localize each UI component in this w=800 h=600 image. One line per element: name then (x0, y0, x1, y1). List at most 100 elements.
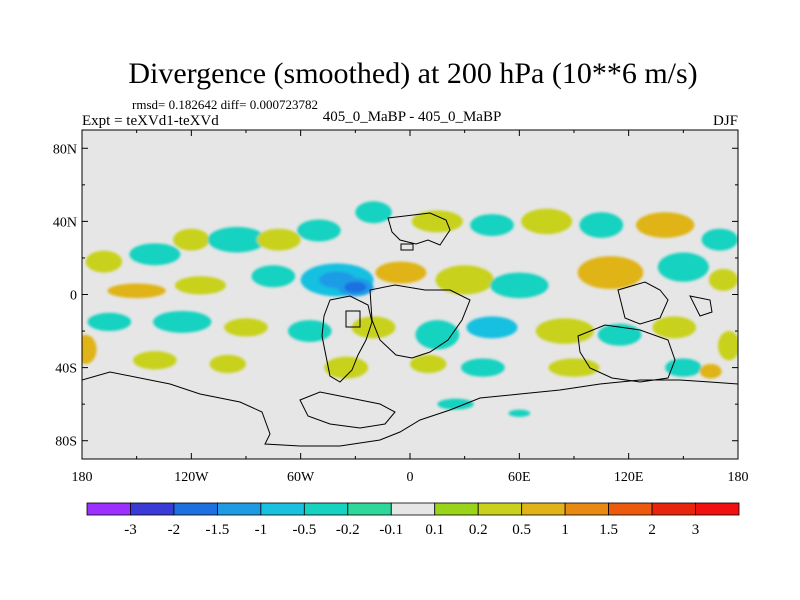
anomaly-blob-4 (256, 228, 301, 251)
anomaly-blob-41 (548, 358, 600, 377)
colorbar-label-13: 3 (692, 522, 700, 538)
colorbar-label-12: 2 (648, 522, 656, 538)
anomaly-blob-44 (437, 398, 474, 410)
colorbar-label-11: 1.5 (599, 522, 618, 538)
anomaly-blob-19 (435, 265, 494, 295)
coastline-pacific-islands (689, 295, 713, 317)
anomaly-core-43 (705, 367, 717, 375)
colorbar-label-4: -0.5 (292, 522, 316, 538)
anomaly-blob-0 (85, 250, 123, 273)
y-tick-label-4: 80S (55, 435, 77, 450)
experiment-label: Expt = teXVd1-teXVd (82, 113, 219, 129)
y-tick-label-3: 40S (55, 362, 77, 377)
anomaly-blob-42 (665, 358, 702, 377)
colorbar-box-7 (390, 502, 436, 516)
anomaly-blob-37 (209, 354, 246, 374)
colorbar-label-10: 1 (561, 522, 569, 538)
anomaly-blob-32 (597, 323, 642, 346)
x-axis: 180 120W 60W 0 60E 120E 180 (72, 130, 749, 485)
anomaly-blob-29 (415, 320, 460, 350)
anomaly-blob-22 (657, 252, 709, 282)
anomaly-blob-39 (410, 354, 447, 374)
anomaly-blob-25 (153, 310, 212, 333)
anomaly-core-30 (479, 321, 505, 333)
x-tick-label-3: 0 (407, 470, 414, 485)
anomaly-blob-10 (579, 212, 624, 238)
anomaly-blob-20 (490, 272, 549, 299)
anomaly-blob-9 (521, 208, 573, 235)
anomaly-blob-38 (324, 356, 369, 379)
anomaly-blob-2 (173, 228, 210, 251)
anomaly-blob-26 (224, 318, 268, 337)
anomaly-blob-12 (701, 228, 738, 251)
coastline-asia-islands (617, 281, 669, 325)
x-tick-label-0: 180 (72, 470, 93, 485)
chart-title: Divergence (smoothed) at 200 hPa (10**6 … (128, 57, 697, 90)
colorbar-box-4 (260, 502, 305, 516)
anomaly-blob-15 (251, 265, 296, 288)
anomaly-blob-36 (133, 351, 177, 370)
map-plot-area (81, 129, 739, 460)
anomaly-blob-1 (129, 243, 181, 266)
colorbar-box-12 (608, 502, 653, 516)
anomaly-core-18 (388, 267, 414, 279)
anomaly-blob-27 (287, 320, 332, 343)
y-axis: 80N 40N 0 40S 80S (53, 142, 738, 450)
colorbar-label-0: -3 (124, 522, 137, 538)
coastline-box (345, 310, 361, 328)
coastline-australia (577, 324, 676, 383)
y-tick-label-2: 0 (70, 289, 77, 304)
colorbar-label-3: -1 (255, 522, 268, 538)
colorbar-box-8 (434, 502, 479, 516)
colorbar-label-6: -0.1 (379, 522, 403, 538)
comparison-label: 405_0_MaBP - 405_0_MaBP (323, 109, 502, 125)
anomaly-core-11 (650, 218, 680, 232)
colorbar-label-2: -1.5 (206, 522, 230, 538)
anomaly-blob-8 (470, 214, 514, 237)
colorbar-box-9 (477, 502, 523, 516)
colorbar-label-8: 0.2 (469, 522, 488, 538)
anomaly-blob-31 (535, 318, 595, 344)
anomaly-blob-40 (461, 358, 505, 377)
anomaly-core-21 (594, 264, 627, 281)
colorbar-box-14 (695, 502, 740, 516)
colorbar-box-1 (130, 502, 175, 516)
season-label: DJF (713, 113, 738, 129)
anomaly-blob-3 (207, 226, 267, 253)
colorbar-box-10 (521, 502, 566, 516)
colorbar-label-7: 0.1 (425, 522, 444, 538)
x-tick-label-1: 120W (174, 470, 209, 485)
anomaly-core-17 (344, 281, 367, 293)
coastline-small (400, 243, 414, 251)
colorbar-label-9: 0.5 (512, 522, 531, 538)
stats-line: rmsd= 0.182642 diff= 0.000723782 (132, 97, 318, 112)
coastline-africa (369, 284, 471, 359)
anomaly-blob-24 (87, 312, 132, 332)
anomaly-core-13 (122, 287, 152, 295)
colorbar-box-13 (651, 502, 696, 516)
y-tick-label-1: 40N (53, 215, 77, 230)
coastline-europe (387, 212, 451, 246)
anomaly-blob-6 (355, 201, 392, 224)
anomaly-blob-7 (411, 210, 463, 233)
map-background (82, 130, 738, 459)
coastline-antarctica (82, 371, 738, 447)
colorbar-box-11 (564, 502, 610, 516)
y-tick-label-0: 80N (53, 142, 77, 157)
x-tick-label-5: 120E (614, 470, 644, 485)
anomaly-contours (82, 201, 738, 417)
anomaly-blob-45 (508, 409, 531, 417)
colorbar-box-2 (173, 502, 218, 516)
anomaly-blob-33 (652, 316, 697, 339)
colorbar-box-3 (216, 502, 262, 516)
coastlines (82, 212, 738, 447)
anomaly-core-35 (82, 342, 92, 357)
colorbar-box-0 (86, 502, 131, 516)
x-tick-label-2: 60W (287, 470, 315, 485)
colorbar-box-5 (303, 502, 349, 516)
coastline-south-america (321, 295, 373, 383)
colorbar-box-6 (347, 502, 392, 516)
colorbar-label-5: -0.2 (336, 522, 360, 538)
coastline-weddell (299, 391, 396, 429)
